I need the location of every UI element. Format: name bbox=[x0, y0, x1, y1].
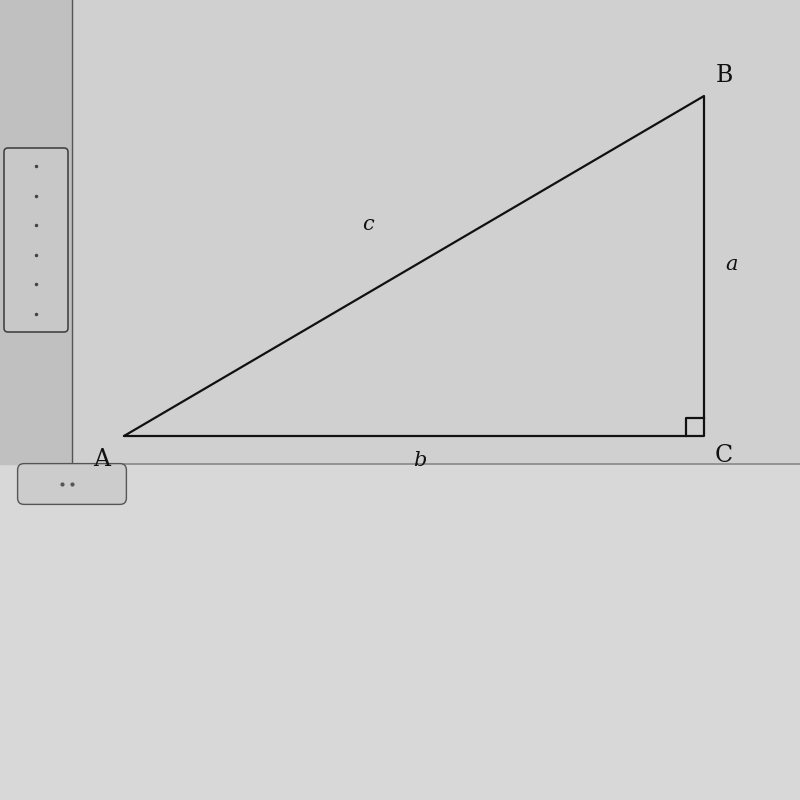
Text: b: b bbox=[414, 450, 426, 470]
Bar bbox=[0, 464, 800, 800]
FancyBboxPatch shape bbox=[18, 464, 126, 504]
FancyBboxPatch shape bbox=[4, 148, 68, 332]
Bar bbox=[0, 0, 72, 464]
Text: C: C bbox=[715, 445, 733, 467]
Text: B: B bbox=[715, 65, 733, 87]
Text: a: a bbox=[726, 254, 738, 274]
Text: A: A bbox=[93, 449, 110, 471]
Text: c: c bbox=[362, 214, 374, 234]
